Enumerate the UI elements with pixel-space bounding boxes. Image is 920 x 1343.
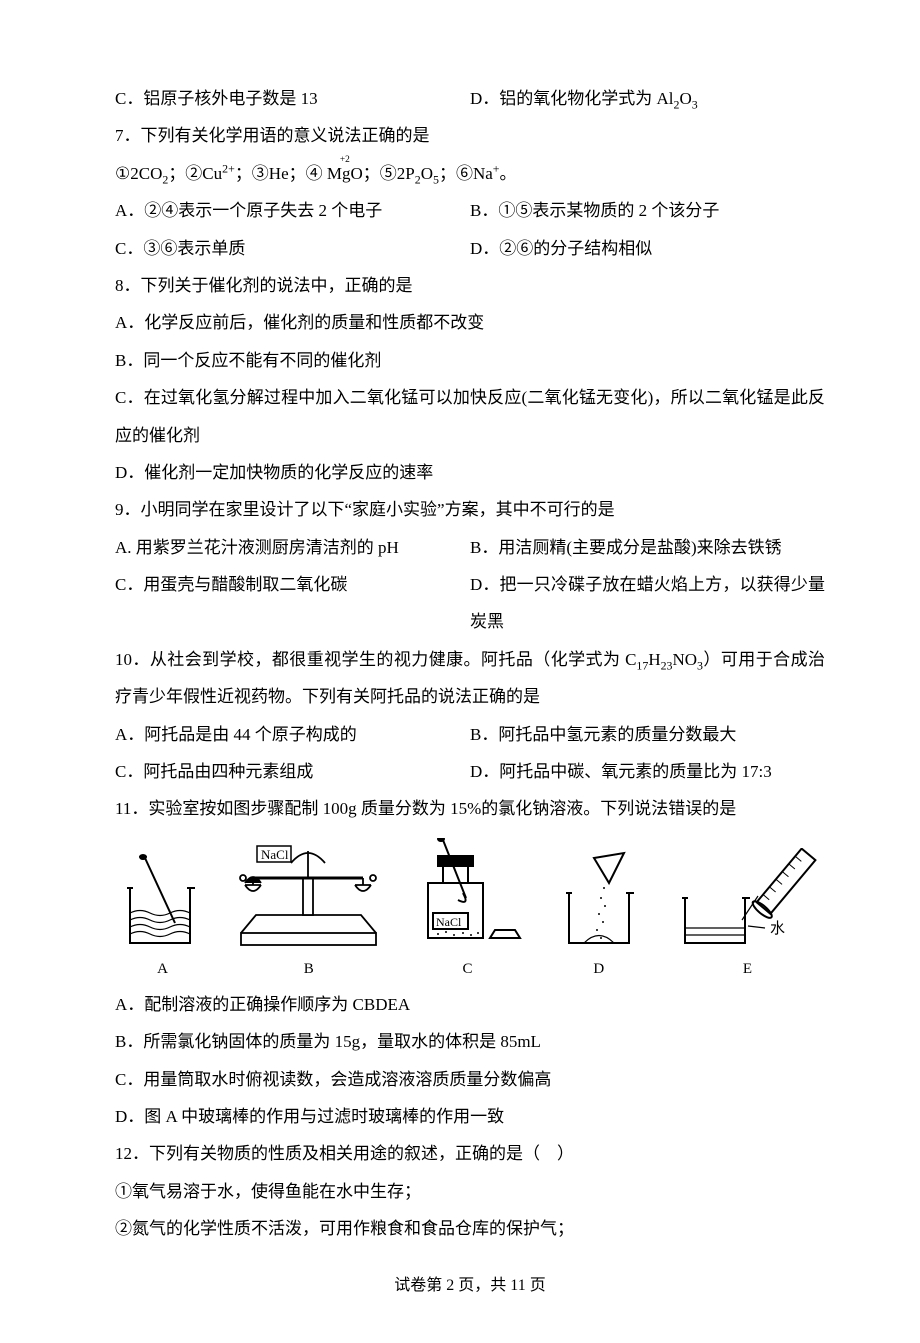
- q11-label-c: C: [462, 953, 472, 986]
- q8-option-b: B．同一个反应不能有不同的催化剂: [115, 342, 825, 379]
- bottle-icon: NaCl: [408, 838, 528, 953]
- q11-option-d: D．图 A 中玻璃棒的作用与过滤时玻璃棒的作用一致: [115, 1098, 825, 1135]
- q10-options: A．阿托品是由 44 个原子构成的 B．阿托品中氢元素的质量分数最大 C．阿托品…: [115, 716, 825, 791]
- page-footer: 试卷第 2 页，共 11 页: [115, 1268, 825, 1303]
- q10-option-c: C．阿托品由四种元素组成: [115, 753, 470, 790]
- q7-options: A．②④表示一个原子失去 2 个电子 B．①⑤表示某物质的 2 个该分子 C．③…: [115, 192, 825, 267]
- q7-f6: ；⑥Na: [439, 164, 493, 183]
- q7-option-c: C．③⑥表示单质: [115, 230, 470, 267]
- q9-option-b: B．用洁厕精(主要成分是盐酸)来除去铁锈: [470, 529, 825, 566]
- q10-stem-a: 10．从社会到学校，都很重视学生的视力健康。阿托品（化学式为 C: [115, 650, 636, 669]
- q11-label-e: E: [743, 953, 752, 986]
- q6-d-sub3: 3: [692, 97, 698, 111]
- q11-fig-d: D: [549, 848, 649, 986]
- q10-sub17: 17: [636, 658, 648, 672]
- q10-option-b: B．阿托品中氢元素的质量分数最大: [470, 716, 825, 753]
- q11-fig-a: A: [115, 853, 210, 986]
- q12-line2: ②氮气的化学性质不活泼，可用作粮食和食品仓库的保护气；: [115, 1210, 825, 1247]
- water-label: 水: [770, 920, 785, 937]
- q9-options-cd: C．用蛋壳与醋酸制取二氧化碳 D．把一只冷碟子放在蜡火焰上方，以获得少量炭黑: [115, 566, 825, 641]
- q7-f2: ；②Cu: [168, 164, 222, 183]
- q11-option-b: B．所需氯化钠固体的质量为 15g，量取水的体积是 85mL: [115, 1023, 825, 1060]
- q7-f1: ①2CO: [115, 164, 162, 183]
- q11-option-a: A．配制溶液的正确操作顺序为 CBDEA: [115, 986, 825, 1023]
- q10-option-d: D．阿托品中碳、氧元素的质量比为 17:3: [470, 753, 825, 790]
- q7-mgo-top: +2: [327, 156, 363, 165]
- q10-option-a: A．阿托品是由 44 个原子构成的: [115, 716, 470, 753]
- q6-option-c: C．铝原子核外电子数是 13: [115, 80, 470, 117]
- balance-icon: NaCl: [231, 843, 386, 953]
- q11-figures: A: [115, 838, 825, 986]
- q11-label-a: A: [157, 953, 168, 986]
- q6-option-d: D．铝的氧化物化学式为 Al2O3: [470, 80, 825, 117]
- q6-d-text: D．铝的氧化物化学式为 Al: [470, 89, 674, 108]
- beaker-a-icon: [115, 853, 210, 953]
- q6-options: C．铝原子核外电子数是 13 D．铝的氧化物化学式为 Al2O3: [115, 80, 825, 117]
- q8-option-a: A．化学反应前后，催化剂的质量和性质都不改变: [115, 304, 825, 341]
- q11-stem: 11．实验室按如图步骤配制 100g 质量分数为 15%的氯化钠溶液。下列说法错…: [115, 790, 825, 827]
- q6-d-o: O: [679, 89, 691, 108]
- q11-fig-c: NaCl C: [408, 838, 528, 986]
- q7-stem: 7．下列有关化学用语的意义说法正确的是: [115, 117, 825, 154]
- q11-option-c: C．用量筒取水时俯视读数，会造成溶液溶质质量分数偏高: [115, 1061, 825, 1098]
- q7-f3: ；③He；④: [235, 164, 323, 183]
- q8-stem: 8．下列关于催化剂的说法中，正确的是: [115, 267, 825, 304]
- pour-icon: [549, 848, 649, 953]
- q12-line1: ①氧气易溶于水，使得鱼能在水中生存；: [115, 1173, 825, 1210]
- q9-option-c: C．用蛋壳与醋酸制取二氧化碳: [115, 566, 470, 641]
- q7-mgo-base: MgO: [327, 164, 363, 183]
- nacl-box-label: NaCl: [261, 847, 289, 862]
- q7-f4: ；⑤2P: [363, 164, 415, 183]
- q7-f7: 。: [500, 164, 517, 183]
- q8-option-c: C．在过氧化氢分解过程中加入二氧化锰可以加快反应(二氧化锰无变化)，所以二氧化锰…: [115, 379, 825, 454]
- q12-stem: 12．下列有关物质的性质及相关用途的叙述，正确的是（ ）: [115, 1135, 825, 1172]
- q11-label-d: D: [593, 953, 604, 986]
- q9-option-d: D．把一只冷碟子放在蜡火焰上方，以获得少量炭黑: [470, 566, 825, 641]
- q7-option-a: A．②④表示一个原子失去 2 个电子: [115, 192, 470, 229]
- q11-label-b: B: [304, 953, 314, 986]
- q7-option-b: B．①⑤表示某物质的 2 个该分子: [470, 192, 825, 229]
- q9-option-a: A. 用紫罗兰花汁液测厨房清洁剂的 pH: [115, 529, 470, 566]
- q10-N: NO: [672, 650, 697, 669]
- q11-fig-e: 水 E: [670, 848, 825, 986]
- q10-sub23: 23: [661, 658, 673, 672]
- q7-option-d: D．②⑥的分子结构相似: [470, 230, 825, 267]
- q7-f5: O: [421, 164, 433, 183]
- q8-option-d: D．催化剂一定加快物质的化学反应的速率: [115, 454, 825, 491]
- nacl-bottle-label: NaCl: [436, 915, 462, 929]
- page: C．铝原子核外电子数是 13 D．铝的氧化物化学式为 Al2O3 7．下列有关化…: [0, 0, 920, 1343]
- q9-options-ab: A. 用紫罗兰花汁液测厨房清洁剂的 pH B．用洁厕精(主要成分是盐酸)来除去铁…: [115, 529, 825, 566]
- cylinder-icon: 水: [670, 848, 825, 953]
- q10-H: H: [648, 650, 660, 669]
- q7-mgo: +2MgO: [327, 165, 363, 182]
- q10-stem: 10．从社会到学校，都很重视学生的视力健康。阿托品（化学式为 C17H23NO3…: [115, 641, 825, 716]
- q7-formulas: ①2CO2；②Cu2+；③He；④ +2MgO；⑤2P2O5；⑥Na+。: [115, 155, 825, 192]
- q11-fig-b: NaCl B: [231, 843, 386, 986]
- q9-stem: 9．小明同学在家里设计了以下“家庭小实验”方案，其中不可行的是: [115, 491, 825, 528]
